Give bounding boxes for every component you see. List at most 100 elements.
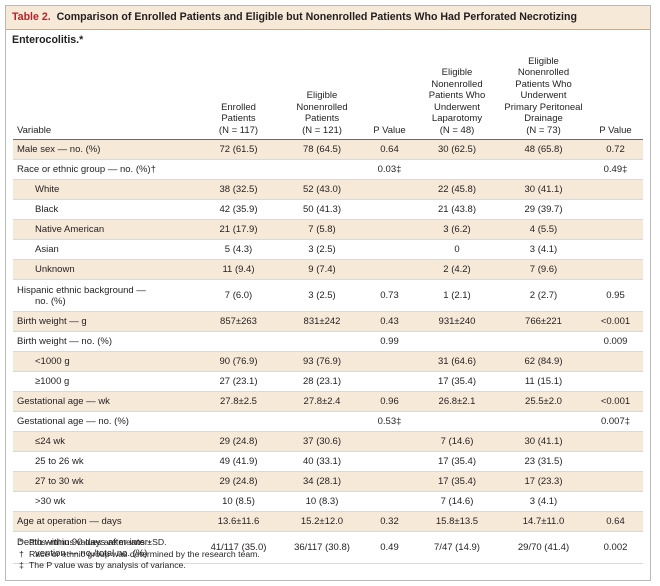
- footnote: * Plus–minus values are means ±SD.: [19, 537, 260, 549]
- cell-variable: Gestational age — wk: [13, 391, 197, 412]
- cell-p-value-2: [588, 259, 643, 280]
- table-row: Death within 90 days after inter- ventio…: [13, 531, 643, 564]
- cell-p-value-1: [364, 259, 415, 280]
- cell-variable: Unknown: [13, 259, 197, 280]
- cell-p-value-2: [588, 239, 643, 260]
- cell-enrolled: 29 (24.8): [197, 431, 280, 452]
- table-label: Table 2.: [12, 11, 51, 23]
- header-line: Laparotomy: [431, 113, 483, 124]
- cell-p-value-2: <0.001: [588, 311, 643, 332]
- cell-drainage: 7 (9.6): [499, 259, 588, 280]
- header-line: (N = 121): [302, 124, 342, 136]
- cell-drainage: 17 (23.3): [499, 471, 588, 492]
- header-line: (N = 48): [439, 124, 475, 136]
- cell-p-value-1: 0.03‡: [364, 159, 415, 180]
- cell-variable: Black: [13, 199, 197, 220]
- cell-laparotomy: 22 (45.8): [415, 179, 499, 200]
- header-laparotomy: Eligible Nonenrolled Patients Who Underw…: [415, 30, 499, 140]
- footnote: † Race or ethnic group was determined by …: [19, 549, 260, 561]
- cell-nonenrolled: 27.8±2.4: [280, 391, 364, 412]
- footnote-text: The P value was by analysis of variance.: [29, 560, 186, 570]
- header-line: Eligible: [306, 90, 338, 101]
- header-line: Nonenrolled: [296, 101, 348, 113]
- cell-p-value-1: [364, 179, 415, 200]
- cell-p-value-2: [588, 199, 643, 220]
- table-row: Unknown 11 (9.4) 9 (7.4) 2 (4.2) 7 (9.6): [13, 259, 643, 280]
- wrapped-label: Death within 90 days after inter- ventio…: [17, 537, 151, 559]
- cell-p-value-1: [364, 471, 415, 492]
- cell-nonenrolled: 93 (76.9): [280, 351, 364, 372]
- cell-variable: Race or ethnic group — no. (%)†: [13, 159, 197, 180]
- cell-nonenrolled: 15.2±12.0: [280, 511, 364, 532]
- cell-variable: Death within 90 days after inter- ventio…: [13, 531, 197, 564]
- cell-p-value-2: [588, 431, 643, 452]
- header-p-value-2: P Value: [588, 30, 643, 140]
- cell-variable: <1000 g: [13, 351, 197, 372]
- cell-laparotomy: [415, 159, 499, 180]
- cell-laparotomy: 7/47 (14.9): [415, 531, 499, 564]
- cell-variable: Birth weight — g: [13, 311, 197, 332]
- header-line: Eligible: [528, 55, 559, 67]
- cell-nonenrolled: 28 (23.1): [280, 371, 364, 392]
- cell-laparotomy: 2 (4.2): [415, 259, 499, 280]
- cell-laparotomy: 17 (35.4): [415, 451, 499, 472]
- cell-p-value-2: [588, 491, 643, 512]
- cell-p-value-1: 0.96: [364, 391, 415, 412]
- table-row: ≤24 wk 29 (24.8) 37 (30.6) 7 (14.6) 30 (…: [13, 431, 643, 452]
- header-variable: Variable: [13, 30, 197, 140]
- cell-drainage: 14.7±11.0: [499, 511, 588, 532]
- cell-p-value-1: 0.73: [364, 279, 415, 312]
- footnote-text: Race or ethnic group was determined by t…: [29, 548, 260, 559]
- cell-p-value-2: <0.001: [588, 391, 643, 412]
- cell-laparotomy: 1 (2.1): [415, 279, 499, 312]
- cell-enrolled: 27 (23.1): [197, 371, 280, 392]
- cell-p-value-2: [588, 451, 643, 472]
- cell-nonenrolled: 34 (28.1): [280, 471, 364, 492]
- cell-p-value-2: [588, 471, 643, 492]
- table-title: Comparison of Enrolled Patients and Elig…: [12, 11, 577, 46]
- table-row: <1000 g 90 (76.9) 93 (76.9) 31 (64.6) 62…: [13, 351, 643, 372]
- cell-nonenrolled: 37 (30.6): [280, 431, 364, 452]
- table-frame: Table 2. Comparison of Enrolled Patients…: [5, 5, 651, 581]
- table-row: >30 wk 10 (8.5) 10 (8.3) 7 (14.6) 3 (4.1…: [13, 491, 643, 512]
- header-drainage: Eligible Nonenrolled Patients Who Underw…: [499, 30, 588, 140]
- cell-drainage: 3 (4.1): [499, 239, 588, 260]
- cell-nonenrolled: [280, 411, 364, 432]
- cell-variable: Hispanic ethnic background — no. (%): [13, 279, 197, 312]
- footnote: ‡ The P value was by analysis of variance…: [19, 560, 260, 572]
- cell-p-value-1: 0.64: [364, 139, 415, 160]
- cell-drainage: 62 (84.9): [499, 351, 588, 372]
- header-line: Patients Who: [515, 78, 572, 90]
- cell-variable: Gestational age — no. (%): [13, 411, 197, 432]
- cell-p-value-1: [364, 351, 415, 372]
- cell-variable: White: [13, 179, 197, 200]
- cell-nonenrolled: 36/117 (30.8): [280, 531, 364, 564]
- header-p-value-1: P Value: [364, 30, 415, 140]
- cell-p-value-2: [588, 219, 643, 240]
- cell-p-value-1: [364, 431, 415, 452]
- comparison-table: Variable Enrolled Patients (N = 117) Eli…: [13, 30, 643, 564]
- cell-enrolled: 7 (6.0): [197, 279, 280, 312]
- footnote-symbol: *: [19, 537, 23, 547]
- header-row: Variable Enrolled Patients (N = 117) Eli…: [13, 30, 643, 140]
- cell-variable: 27 to 30 wk: [13, 471, 197, 492]
- cell-p-value-1: 0.99: [364, 331, 415, 352]
- header-line: Underwent: [434, 101, 480, 113]
- cell-p-value-1: [364, 451, 415, 472]
- cell-p-value-2: [588, 179, 643, 200]
- cell-drainage: [499, 159, 588, 180]
- header-line: Nonenrolled: [517, 67, 570, 78]
- cell-nonenrolled: 3 (2.5): [280, 279, 364, 312]
- cell-laparotomy: 931±240: [415, 311, 499, 332]
- table-row: Black 42 (35.9) 50 (41.3) 21 (43.8) 29 (…: [13, 199, 643, 220]
- cell-enrolled: [197, 411, 280, 432]
- cell-nonenrolled: [280, 159, 364, 180]
- label-line: Death within 90 days after inter-: [17, 536, 152, 548]
- cell-laparotomy: 15.8±13.5: [415, 511, 499, 532]
- cell-enrolled: 27.8±2.5: [197, 391, 280, 412]
- header-line: (N = 73): [526, 124, 561, 136]
- cell-laparotomy: [415, 331, 499, 352]
- table-row: Gestational age — wk 27.8±2.5 27.8±2.4 0…: [13, 391, 643, 412]
- cell-drainage: 30 (41.1): [499, 431, 588, 452]
- cell-variable: ≤24 wk: [13, 431, 197, 452]
